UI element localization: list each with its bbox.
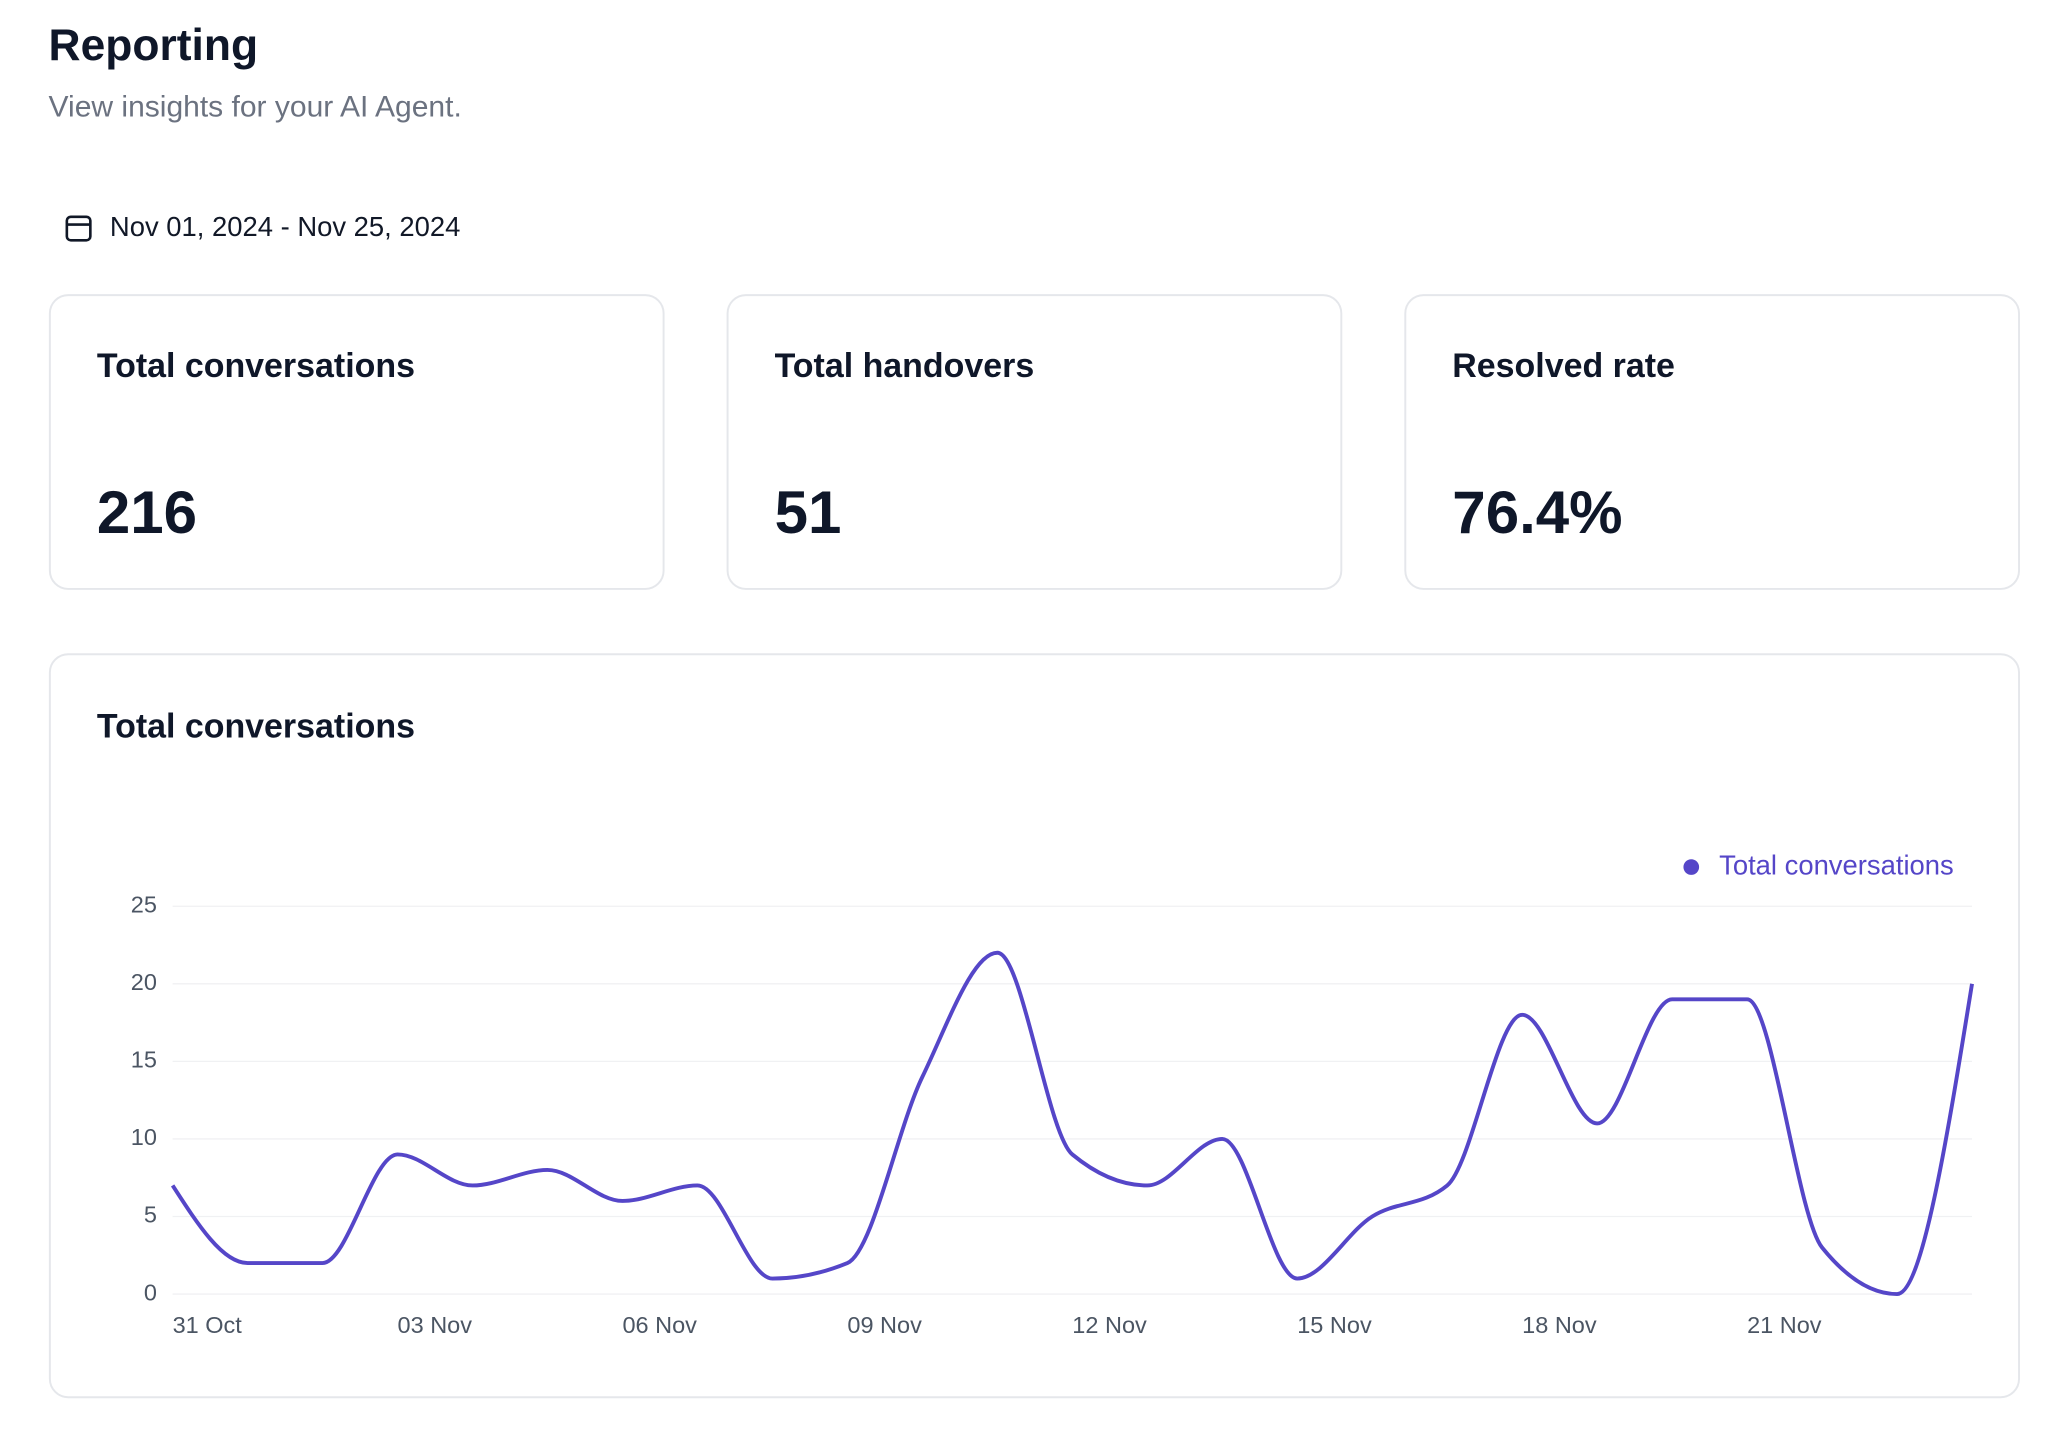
chart-title: Total conversations (97, 708, 415, 746)
date-range[interactable]: Nov 01, 2024 - Nov 25, 2024 (110, 211, 460, 242)
page-subtitle: View insights for your AI Agent. (49, 90, 462, 123)
stat-label: Total conversations (97, 347, 415, 385)
date-picker[interactable]: Nov 01, 2024 - Nov 25, 2024 (65, 211, 461, 242)
page-title: Reporting (49, 21, 259, 70)
calendar-icon (65, 215, 92, 242)
stat-card (726, 294, 1343, 590)
y-tick-label: 20 (131, 969, 157, 995)
y-tick-label: 15 (131, 1047, 157, 1073)
stat-value: 51 (775, 479, 842, 546)
y-tick-label: 10 (131, 1124, 157, 1150)
x-tick-label: 09 Nov (847, 1312, 922, 1338)
x-tick-label: 06 Nov (622, 1312, 697, 1338)
legend-label: Total conversations (1719, 849, 1954, 880)
x-tick-label: 03 Nov (398, 1312, 473, 1338)
stat-value: 76.4% (1452, 479, 1622, 546)
x-tick-label: 31 Oct (173, 1312, 243, 1338)
series-line (170, 950, 1974, 1297)
stat-label: Total handovers (775, 347, 1035, 385)
x-tick-label: 15 Nov (1297, 1312, 1372, 1338)
y-tick-label: 5 (144, 1202, 157, 1228)
stat-card (1404, 294, 2021, 590)
stat-value: 216 (97, 479, 197, 546)
stat-card (48, 294, 665, 590)
y-tick-label: 25 (131, 891, 157, 917)
legend-dot (1683, 859, 1700, 875)
x-tick-label: 12 Nov (1072, 1312, 1147, 1338)
y-tick-label: 0 (144, 1279, 157, 1305)
chart-card (48, 653, 2021, 1399)
stat-label: Resolved rate (1452, 347, 1675, 385)
x-tick-label: 21 Nov (1747, 1312, 1822, 1338)
x-tick-label: 18 Nov (1522, 1312, 1597, 1338)
